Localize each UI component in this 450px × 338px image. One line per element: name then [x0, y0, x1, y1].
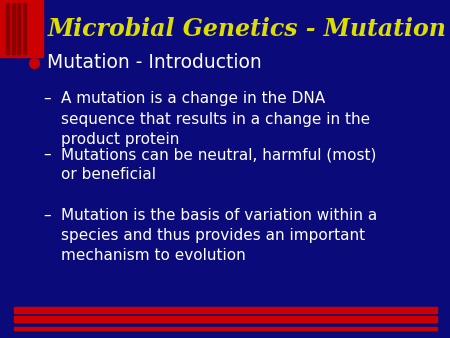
Bar	[14, 316, 436, 322]
Bar	[14, 307, 436, 313]
Text: sequence that results in a change in the: sequence that results in a change in the	[61, 112, 370, 126]
Text: Mutations can be neutral, harmful (most): Mutations can be neutral, harmful (most)	[61, 147, 376, 162]
Text: or beneficial: or beneficial	[61, 167, 156, 182]
Bar	[14, 327, 436, 330]
Text: product protein: product protein	[61, 132, 179, 147]
Text: A mutation is a change in the DNA: A mutation is a change in the DNA	[61, 91, 325, 106]
Text: –: –	[43, 208, 50, 223]
Bar	[12, 3, 15, 54]
Text: species and thus provides an important: species and thus provides an important	[61, 228, 365, 243]
Bar	[23, 3, 26, 54]
Text: mechanism to evolution: mechanism to evolution	[61, 248, 246, 263]
Text: –: –	[43, 147, 50, 162]
Text: Mutation is the basis of variation within a: Mutation is the basis of variation withi…	[61, 208, 377, 223]
Text: –: –	[43, 91, 50, 106]
Bar	[6, 3, 9, 54]
Bar	[17, 3, 20, 54]
Bar	[0, 0, 43, 57]
Text: Microbial Genetics - Mutation: Microbial Genetics - Mutation	[47, 17, 446, 41]
Text: Mutation - Introduction: Mutation - Introduction	[47, 53, 262, 72]
